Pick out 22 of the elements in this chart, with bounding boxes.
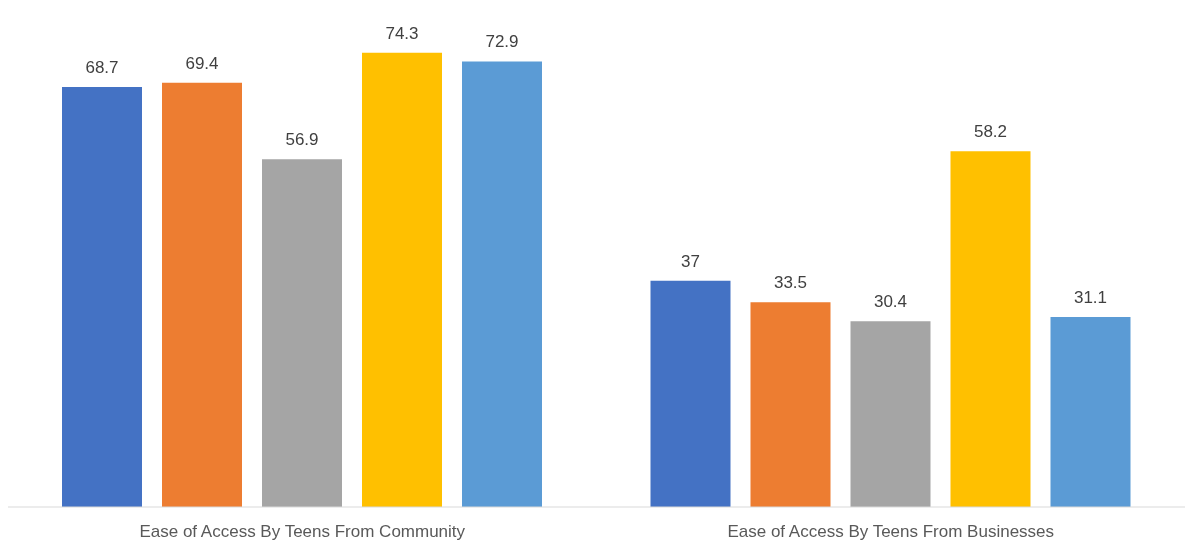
bar — [750, 302, 831, 507]
bar — [62, 87, 142, 507]
bar — [650, 280, 731, 507]
data-label: 74.3 — [385, 23, 419, 43]
bar — [950, 151, 1031, 507]
data-label: 56.9 — [285, 130, 319, 150]
data-label: 30.4 — [873, 292, 908, 312]
x-tick-label: Ease of Access By Teens From Businesses — [727, 522, 1055, 542]
bar — [1050, 316, 1131, 507]
data-label: 37 — [681, 251, 700, 271]
x-tick-label: Ease of Access By Teens From Community — [139, 522, 466, 542]
data-label: 68.7 — [85, 58, 119, 78]
bar — [362, 52, 442, 507]
bar — [850, 321, 931, 507]
data-label: 31.1 — [1073, 287, 1108, 307]
data-label: 33.5 — [773, 273, 808, 293]
data-label: 58.2 — [973, 122, 1008, 142]
data-label: 69.4 — [185, 53, 219, 73]
bar — [162, 82, 242, 507]
data-label: 72.9 — [485, 32, 519, 52]
bar — [262, 159, 342, 507]
bar — [462, 61, 542, 507]
